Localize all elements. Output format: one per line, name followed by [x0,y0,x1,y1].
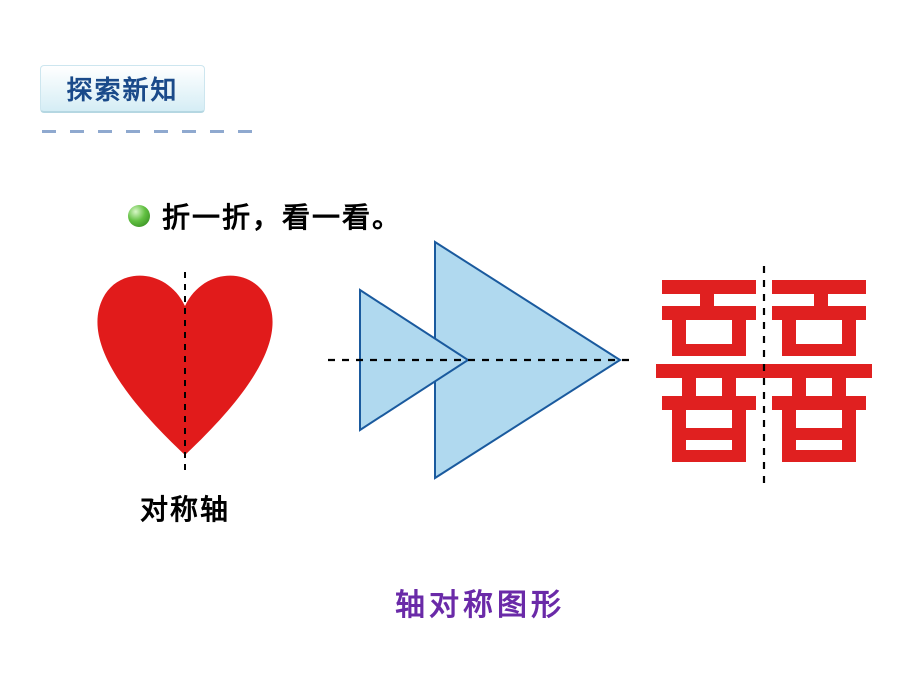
footer-term-text: 轴对称图形 [395,589,565,622]
section-header-text: 探索新知 [66,70,178,107]
double-happiness-svg [648,266,880,496]
footer-term: 轴对称图形 [395,580,565,624]
arrow-svg [320,230,640,490]
double-happiness-figure [648,266,880,501]
heart-svg [85,260,285,480]
bullet-sphere-icon [128,205,150,227]
header-dash-row [42,130,252,133]
heart-figure: 对称轴 [85,260,285,528]
section-header-badge: 探索新知 [40,65,205,113]
arrow-figure [320,230,640,495]
heart-axis-label: 对称轴 [85,488,285,528]
